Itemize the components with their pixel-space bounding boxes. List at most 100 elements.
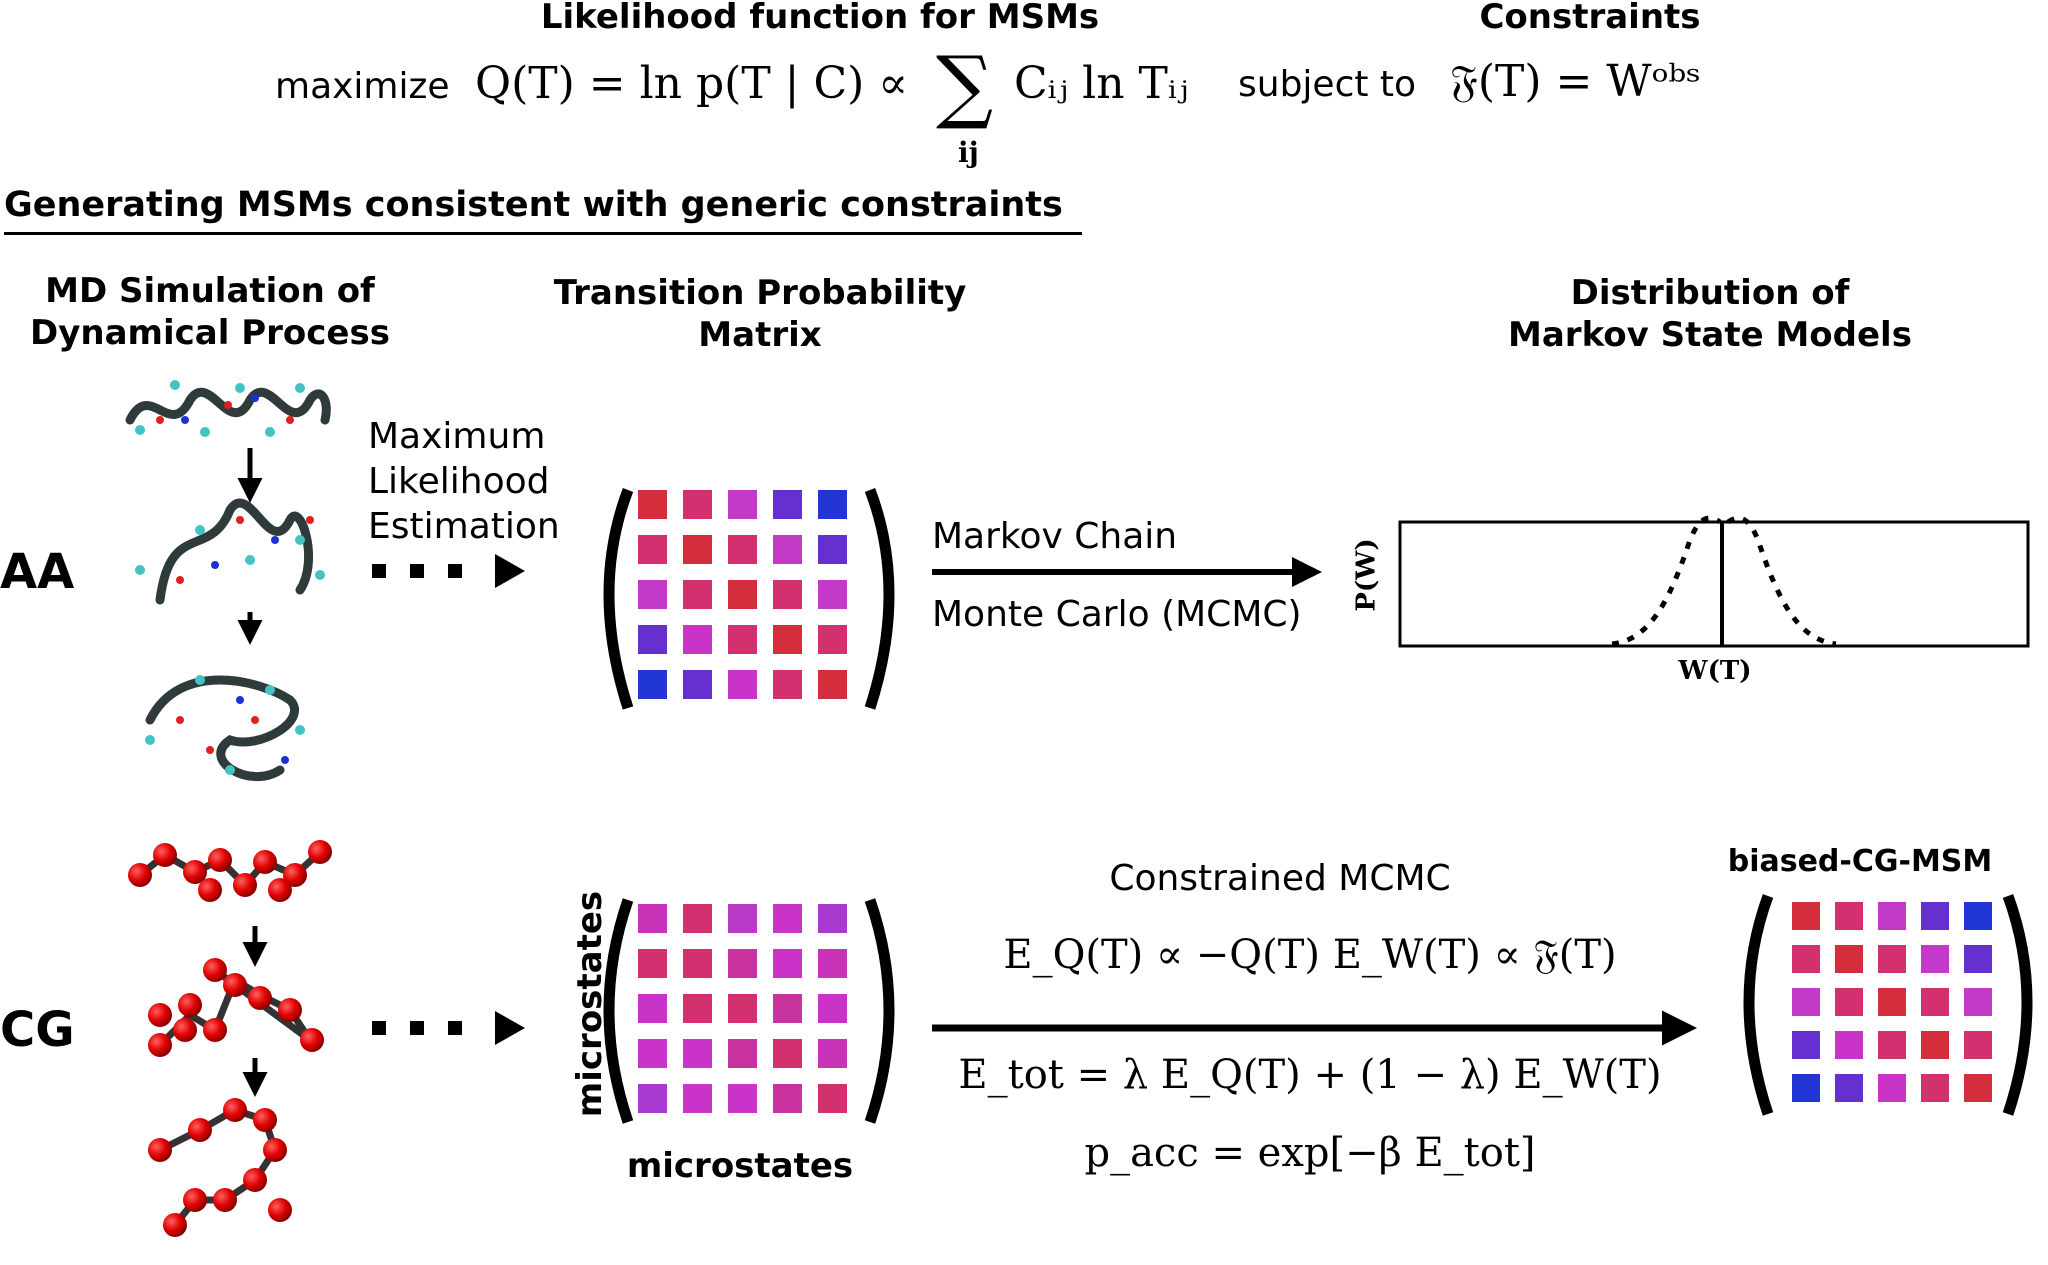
matrix-cell bbox=[638, 535, 667, 564]
md-title-line2: Dynamical Process bbox=[30, 313, 390, 353]
matrix-cell bbox=[1878, 945, 1906, 973]
total-energy-equation: E_tot = λ E_Q(T) + (1 − λ) E_W(T) bbox=[958, 1052, 1662, 1098]
matrix-cell bbox=[1878, 1074, 1906, 1102]
cg-bead-snapshot-2 bbox=[148, 958, 324, 1057]
cg-label: CG bbox=[0, 1002, 75, 1058]
matrix-cell bbox=[1964, 945, 1992, 973]
matrix-cell bbox=[1792, 1031, 1820, 1059]
matrix-cell bbox=[1878, 1031, 1906, 1059]
cg-matrix-brackets bbox=[603, 898, 895, 1124]
cg-dotted-arrow bbox=[372, 1011, 525, 1045]
matrix-cell bbox=[1964, 988, 1992, 1016]
biased-matrix-brackets bbox=[1743, 894, 2033, 1116]
matrix-cell bbox=[818, 994, 847, 1023]
plot-frame bbox=[1398, 520, 2030, 648]
matrix-cell bbox=[773, 904, 802, 933]
matrix-cell bbox=[1835, 1074, 1863, 1102]
aa-protein-snapshot-2 bbox=[135, 498, 325, 605]
matrix-cell bbox=[638, 904, 667, 933]
biased-cg-msm-title: biased-CG-MSM bbox=[1727, 844, 1993, 879]
mcmc-line2: Monte Carlo (MCMC) bbox=[932, 594, 1302, 635]
matrix-cell bbox=[638, 1039, 667, 1068]
matrix-cell bbox=[773, 994, 802, 1023]
mle-line2: Likelihood bbox=[368, 461, 550, 502]
matrix-cell bbox=[773, 1084, 802, 1113]
matrix-cell bbox=[818, 535, 847, 564]
matrix-cell bbox=[1921, 1074, 1949, 1102]
matrix-cell bbox=[818, 670, 847, 699]
matrix-cell bbox=[1792, 902, 1820, 930]
microstates-x-label: microstates bbox=[626, 1146, 854, 1186]
matrix-cell bbox=[638, 949, 667, 978]
matrix-cell bbox=[773, 625, 802, 654]
sum-term: Cᵢⱼ ln Tᵢⱼ bbox=[1014, 58, 1189, 109]
matrix-cell bbox=[638, 490, 667, 519]
tpm-title-line1: Transition Probability bbox=[553, 273, 967, 313]
matrix-cell bbox=[1878, 988, 1906, 1016]
matrix-cell bbox=[683, 1039, 712, 1068]
constrained-mcmc-title: Constrained MCMC bbox=[1109, 858, 1451, 899]
tpm-title-line2: Matrix bbox=[698, 315, 822, 355]
likelihood-title: Likelihood function for MSMs bbox=[540, 0, 1100, 37]
matrix-cell bbox=[683, 625, 712, 654]
matrix-cell bbox=[1792, 945, 1820, 973]
cg-bead-snapshot-1 bbox=[128, 840, 332, 902]
matrix-cell bbox=[683, 490, 712, 519]
matrix-cell bbox=[728, 949, 757, 978]
section-title: Generating MSMs consistent with generic … bbox=[4, 185, 1063, 225]
distribution-curve-left bbox=[1611, 515, 1722, 647]
maximize-label: maximize bbox=[275, 66, 450, 107]
mle-line3: Estimation bbox=[368, 506, 560, 547]
q-equation: Q(T) = ln p(T | C) ∝ bbox=[475, 58, 909, 109]
matrix-cell bbox=[728, 535, 757, 564]
aa-dotted-arrow bbox=[372, 554, 525, 588]
matrix-cell bbox=[773, 670, 802, 699]
matrix-cell bbox=[683, 994, 712, 1023]
matrix-cell bbox=[773, 580, 802, 609]
matrix-cell bbox=[638, 625, 667, 654]
md-title-line1: MD Simulation of bbox=[45, 271, 375, 311]
matrix-cell bbox=[818, 904, 847, 933]
energy-equation: E_Q(T) ∝ −Q(T) E_W(T) ∝ 𝔉(T) bbox=[1003, 932, 1617, 978]
sum-index: ij bbox=[958, 136, 979, 169]
constraints-title: Constraints bbox=[1479, 0, 1701, 37]
biased-cg-msm-matrix bbox=[1792, 902, 1992, 1102]
matrix-cell bbox=[1835, 1031, 1863, 1059]
matrix-cell bbox=[1921, 1031, 1949, 1059]
aa-label: AA bbox=[0, 544, 75, 600]
matrix-cell bbox=[1792, 988, 1820, 1016]
matrix-cell bbox=[728, 580, 757, 609]
matrix-cell bbox=[728, 1084, 757, 1113]
matrix-cell bbox=[1835, 945, 1863, 973]
subject-to-label: subject to bbox=[1238, 64, 1417, 105]
dist-title-line1: Distribution of bbox=[1570, 273, 1850, 313]
distribution-plot bbox=[1398, 515, 2030, 648]
matrix-cell bbox=[683, 949, 712, 978]
acceptance-equation: p_acc = exp[−β E_tot] bbox=[1084, 1130, 1536, 1176]
matrix-cell bbox=[1964, 902, 1992, 930]
matrix-cell bbox=[1964, 1031, 1992, 1059]
plot-xlabel: W(T) bbox=[1678, 656, 1752, 686]
section-underline bbox=[4, 232, 1082, 235]
matrix-cell bbox=[773, 535, 802, 564]
mle-line1: Maximum bbox=[368, 416, 546, 457]
matrix-cell bbox=[683, 535, 712, 564]
matrix-cell bbox=[1792, 1074, 1820, 1102]
matrix-cell bbox=[728, 1039, 757, 1068]
matrix-cell bbox=[818, 1084, 847, 1113]
matrix-cell bbox=[1878, 902, 1906, 930]
matrix-cell bbox=[1964, 1074, 1992, 1102]
cg-tpm-matrix bbox=[638, 904, 847, 1113]
matrix-cell bbox=[638, 1084, 667, 1113]
aa-protein-snapshot-3 bbox=[145, 675, 305, 782]
mcmc-line1: Markov Chain bbox=[932, 516, 1178, 557]
matrix-cell bbox=[728, 490, 757, 519]
matrix-cell bbox=[638, 994, 667, 1023]
matrix-cell bbox=[683, 904, 712, 933]
distribution-curve-right bbox=[1726, 515, 1837, 647]
sum-symbol: ∑ bbox=[936, 39, 994, 132]
matrix-cell bbox=[1921, 988, 1949, 1016]
matrix-cell bbox=[818, 490, 847, 519]
aa-matrix-brackets bbox=[603, 488, 895, 710]
